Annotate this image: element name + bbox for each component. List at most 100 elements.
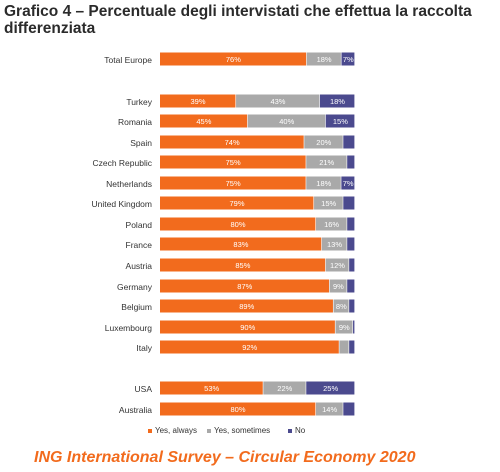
data-label-yes-always-austria: 85% xyxy=(235,261,250,270)
bar-no-spain xyxy=(343,135,355,149)
bar-no-austria xyxy=(349,258,355,272)
chart-title: Grafico 4 – Percentuale degli intervista… xyxy=(4,3,472,37)
bar-yes-sometimes-luxembourg xyxy=(335,320,353,334)
category-label-united-kingdom: United Kingdom xyxy=(92,199,152,209)
bar-yes-sometimes-netherlands xyxy=(306,176,341,190)
category-label-poland: Poland xyxy=(126,220,153,230)
data-label-yes-sometimes-austria: 12% xyxy=(330,261,345,270)
data-label-yes-sometimes-netherlands: 18% xyxy=(316,179,331,188)
data-label-yes-sometimes-france: 13% xyxy=(327,240,342,249)
bar-yes-sometimes-belgium xyxy=(333,299,349,313)
bar-yes-sometimes-romania xyxy=(247,114,326,128)
bar-yes-always-netherlands xyxy=(160,176,306,190)
data-label-no-netherlands: 7% xyxy=(343,179,354,188)
data-label-yes-always-usa: 53% xyxy=(204,384,219,393)
data-label-yes-always-turkey: 39% xyxy=(191,97,206,106)
legend-label-yes-always: Yes, always xyxy=(155,426,197,435)
data-label-yes-sometimes-united-kingdom: 15% xyxy=(321,199,336,208)
category-label-australia: Australia xyxy=(119,405,152,415)
bar-no-czech-republic xyxy=(347,155,355,169)
category-label-belgium: Belgium xyxy=(121,302,152,312)
legend-swatch-yes-sometimes xyxy=(207,429,211,433)
bar-no-germany xyxy=(347,279,355,293)
category-label-turkey: Turkey xyxy=(126,97,152,107)
bar-yes-always-austria xyxy=(160,258,326,272)
data-label-yes-always-germany: 87% xyxy=(237,282,252,291)
data-label-yes-always-belgium: 89% xyxy=(239,302,254,311)
bar-no-united-kingdom xyxy=(343,196,355,210)
bar-no-total-europe xyxy=(341,52,355,66)
bar-yes-sometimes-germany xyxy=(329,279,347,293)
data-label-yes-sometimes-belgium: 8% xyxy=(336,302,347,311)
bar-yes-always-spain xyxy=(160,135,304,149)
bar-no-netherlands xyxy=(341,176,355,190)
bar-no-poland xyxy=(347,217,355,231)
data-label-yes-always-netherlands: 75% xyxy=(226,179,241,188)
legend-swatch-no xyxy=(288,429,292,433)
bar-yes-always-belgium xyxy=(160,299,333,313)
data-label-no-romania: 15% xyxy=(333,117,348,126)
category-label-germany: Germany xyxy=(117,282,153,292)
bar-yes-always-romania xyxy=(160,114,248,128)
data-label-yes-sometimes-spain: 20% xyxy=(316,138,331,147)
bar-yes-always-italy xyxy=(160,340,339,354)
bar-yes-sometimes-usa xyxy=(263,381,306,395)
category-label-netherlands: Netherlands xyxy=(106,179,152,189)
bar-yes-always-usa xyxy=(160,381,263,395)
data-label-yes-always-czech-republic: 75% xyxy=(226,158,241,167)
category-label-spain: Spain xyxy=(130,138,152,148)
data-label-yes-always-poland: 80% xyxy=(230,220,245,229)
bar-yes-sometimes-united-kingdom xyxy=(314,196,343,210)
bar-yes-always-turkey xyxy=(160,94,236,108)
bar-yes-always-czech-republic xyxy=(160,155,306,169)
data-label-no-turkey: 18% xyxy=(330,97,345,106)
bar-yes-sometimes-austria xyxy=(325,258,349,272)
bar-yes-always-france xyxy=(160,237,322,251)
bar-yes-sometimes-poland xyxy=(316,217,347,231)
bar-no-france xyxy=(347,237,355,251)
category-label-luxembourg: Luxembourg xyxy=(105,323,153,333)
category-label-romania: Romania xyxy=(118,117,152,127)
data-label-yes-always-united-kingdom: 79% xyxy=(230,199,245,208)
data-label-yes-always-france: 83% xyxy=(233,240,248,249)
category-label-austria: Austria xyxy=(126,261,153,271)
category-label-czech-republic: Czech Republic xyxy=(92,158,152,168)
bar-no-usa xyxy=(306,381,355,395)
bar-yes-sometimes-italy xyxy=(339,340,349,354)
bar-yes-sometimes-australia xyxy=(316,402,343,416)
bar-no-turkey xyxy=(319,94,355,108)
data-label-yes-always-spain: 74% xyxy=(225,138,240,147)
category-label-italy: Italy xyxy=(136,343,152,353)
bar-no-romania xyxy=(325,114,355,128)
bar-yes-always-australia xyxy=(160,402,316,416)
data-label-yes-always-total-europe: 76% xyxy=(226,55,241,64)
data-label-no-total-europe: 7% xyxy=(343,55,354,64)
data-label-no-usa: 25% xyxy=(323,384,338,393)
data-label-yes-sometimes-romania: 40% xyxy=(279,117,294,126)
category-label-total-europe: Total Europe xyxy=(104,55,152,65)
bar-yes-sometimes-total-europe xyxy=(306,52,341,66)
data-label-yes-always-luxembourg: 90% xyxy=(240,323,255,332)
category-label-usa: USA xyxy=(135,384,153,394)
data-label-yes-always-italy: 92% xyxy=(242,343,257,352)
bar-no-belgium xyxy=(349,299,355,313)
bar-no-italy xyxy=(349,340,355,354)
category-label-france: France xyxy=(126,240,153,250)
chart-legend: Yes, always Yes, sometimes No xyxy=(148,426,306,435)
bar-yes-sometimes-spain xyxy=(304,135,343,149)
bar-yes-always-poland xyxy=(160,217,316,231)
survey-source: ING International Survey – Circular Econ… xyxy=(34,449,416,466)
bar-yes-sometimes-turkey xyxy=(236,94,320,108)
data-label-yes-sometimes-usa: 22% xyxy=(277,384,292,393)
data-label-yes-always-romania: 45% xyxy=(196,117,211,126)
bar-yes-sometimes-france xyxy=(321,237,347,251)
bar-yes-always-total-europe xyxy=(160,52,307,66)
legend-label-no: No xyxy=(295,426,306,435)
data-label-yes-sometimes-turkey: 43% xyxy=(270,97,285,106)
bar-no-australia xyxy=(343,402,355,416)
bar-no-luxembourg xyxy=(353,320,355,334)
data-label-yes-sometimes-luxembourg: 9% xyxy=(339,323,350,332)
legend-label-yes-sometimes: Yes, sometimes xyxy=(214,426,270,435)
bar-yes-always-germany xyxy=(160,279,330,293)
